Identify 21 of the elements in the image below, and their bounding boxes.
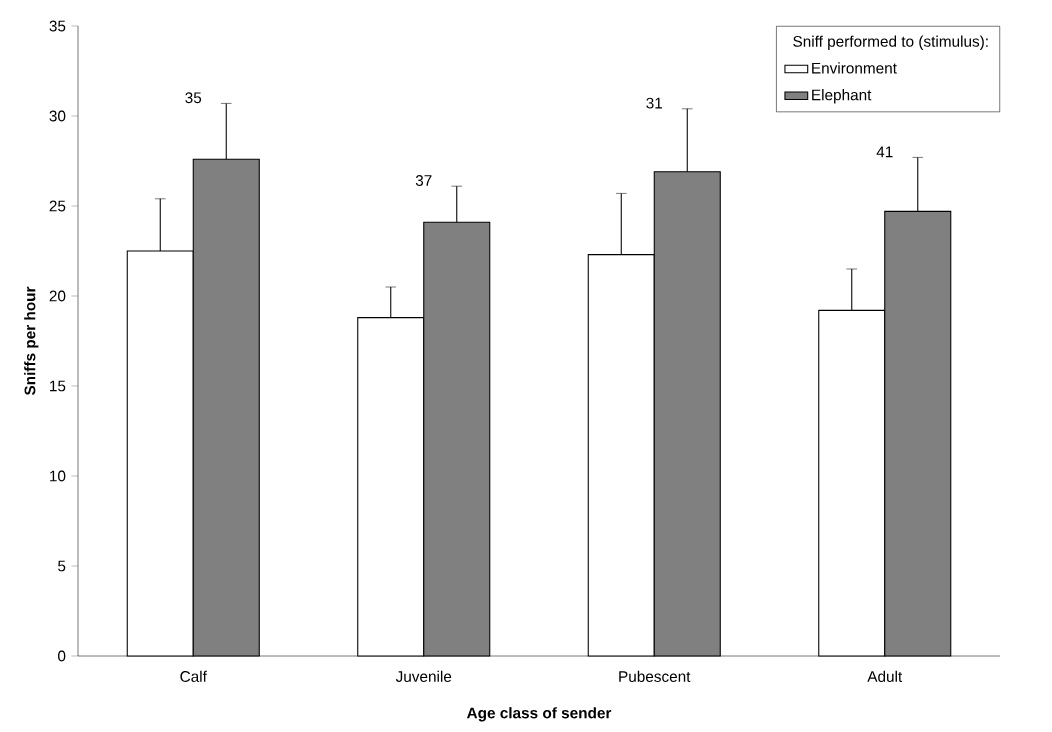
y-tick-label: 5	[58, 560, 66, 572]
annotation: 41	[876, 146, 893, 158]
y-tick-label: 30	[49, 110, 66, 122]
y-tick-label: 20	[49, 290, 66, 302]
annotation: 35	[185, 92, 202, 104]
annotation: 31	[646, 97, 663, 109]
x-tick-label: Adult	[867, 670, 903, 682]
y-tick-label: 0	[58, 650, 66, 662]
x-tick-label: Juvenile	[395, 670, 452, 682]
x-axis-title: Age class of sender	[466, 707, 612, 722]
x-tick-label: Pubescent	[619, 670, 691, 682]
x-tick-label: Calf	[180, 670, 207, 682]
y-tick-label: 35	[49, 20, 66, 32]
y-tick-label: 25	[49, 200, 66, 212]
y-axis-title: Sniffs per hour	[24, 286, 39, 396]
annotation: 37	[415, 175, 432, 186]
legend-label: Environment	[812, 62, 897, 74]
y-tick-label: 15	[50, 380, 66, 392]
y-tick-label: 10	[50, 470, 66, 482]
legend-title: Sniff performed to (stimulus):	[793, 35, 988, 50]
legend-label: Elephant	[812, 89, 872, 104]
